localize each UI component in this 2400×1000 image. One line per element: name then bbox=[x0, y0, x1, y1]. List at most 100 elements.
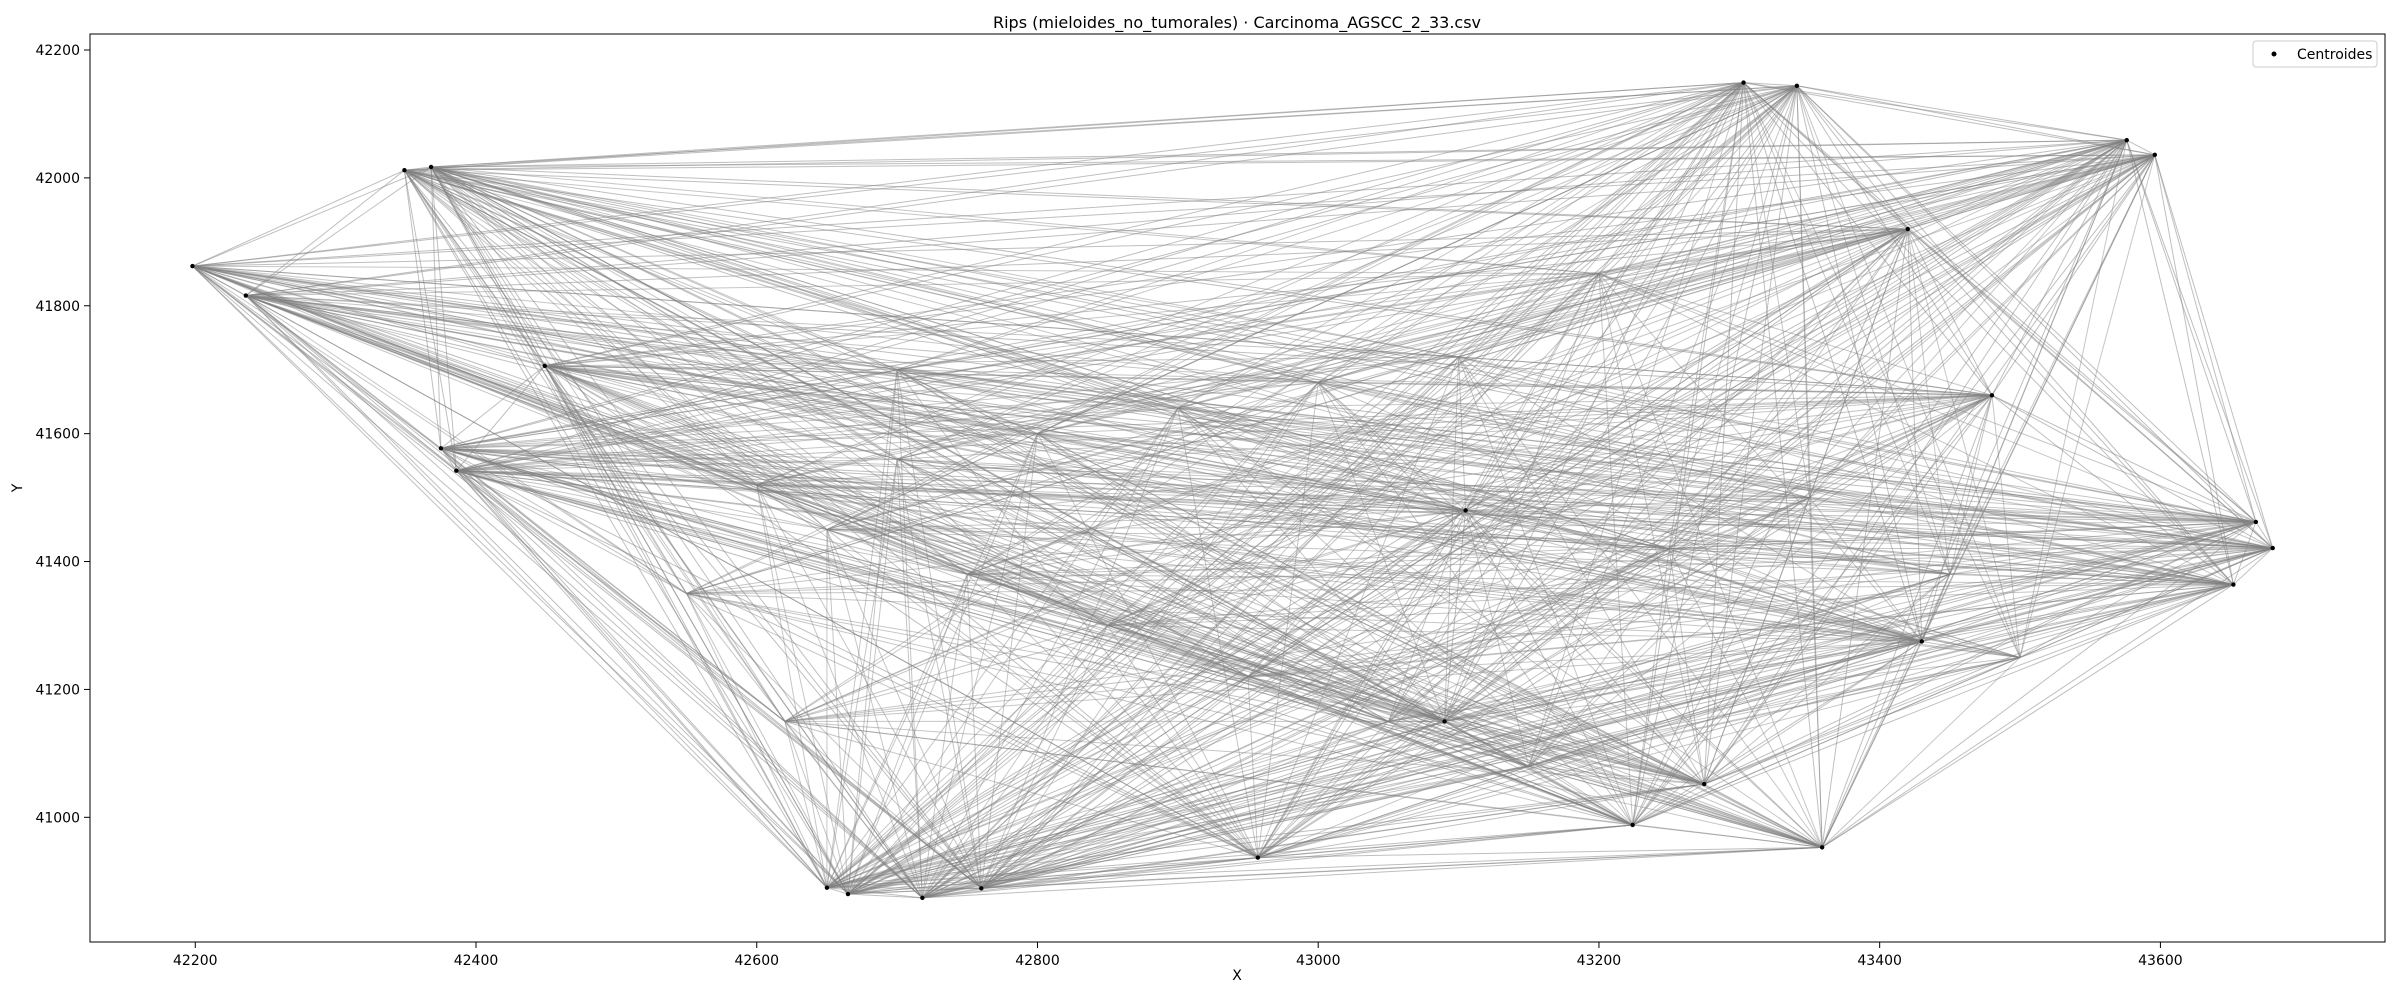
rips-edge bbox=[456, 407, 1178, 472]
rips-edge bbox=[430, 166, 1178, 409]
rips-edge bbox=[967, 509, 1466, 575]
rips-edge bbox=[2232, 521, 2257, 585]
rips-edge bbox=[1387, 85, 1798, 722]
rips-edge bbox=[245, 295, 1922, 642]
rips-edge bbox=[756, 82, 1744, 486]
rips-edge bbox=[404, 169, 1389, 722]
rips-edge bbox=[2255, 521, 2274, 549]
rips-edge bbox=[686, 82, 1744, 594]
rips-edge bbox=[826, 139, 2127, 531]
rips-edge bbox=[192, 85, 1797, 267]
rips-edge bbox=[1668, 82, 1745, 549]
rips-edge bbox=[1743, 82, 2155, 156]
rips-edge bbox=[440, 85, 1797, 449]
rips-edge bbox=[981, 521, 2257, 889]
rips-edge bbox=[1598, 273, 1823, 848]
rips-edge bbox=[686, 593, 1445, 722]
rips-edge bbox=[1632, 584, 2234, 826]
rips-edge bbox=[430, 166, 687, 594]
rips-edge bbox=[922, 228, 1909, 899]
centroid-point bbox=[2152, 152, 2157, 158]
rips-edge bbox=[440, 447, 898, 460]
rips-edge bbox=[544, 365, 1319, 383]
rips-edge bbox=[897, 458, 2256, 523]
rips-edge bbox=[440, 447, 923, 899]
rips-edge bbox=[404, 154, 2155, 171]
rips-edge bbox=[192, 265, 1038, 435]
rips-edge bbox=[896, 369, 1922, 642]
rips-edge bbox=[404, 169, 1823, 848]
rips-edge bbox=[2233, 547, 2274, 585]
rips-edge bbox=[1444, 85, 1798, 722]
rips-edge bbox=[430, 166, 1259, 858]
rips-edge bbox=[404, 169, 828, 530]
rips-edge bbox=[1668, 85, 1798, 549]
rips-edge bbox=[686, 85, 1798, 594]
rips-edge bbox=[1107, 82, 1744, 626]
rips-edge bbox=[1037, 154, 2155, 435]
rips-edge bbox=[192, 265, 442, 449]
rips-edge bbox=[1107, 509, 1466, 626]
rips-edge bbox=[404, 169, 1922, 642]
rips-edge bbox=[847, 521, 2256, 895]
rips-edge bbox=[847, 85, 1798, 895]
rips-edge bbox=[1177, 407, 1922, 642]
rips-edge bbox=[440, 447, 1445, 722]
rips-edge bbox=[1598, 273, 1923, 642]
rips-edge bbox=[1247, 394, 1993, 678]
rips-edge bbox=[404, 169, 1810, 499]
rips-edge bbox=[544, 365, 828, 888]
rips-edge bbox=[440, 447, 1633, 826]
rips-edge bbox=[1821, 395, 1993, 848]
rips-edge bbox=[784, 394, 1993, 722]
rips-edge bbox=[896, 459, 982, 889]
rips-edge bbox=[826, 529, 1633, 826]
rips-edge bbox=[922, 547, 2273, 899]
rips-edge bbox=[404, 169, 1529, 767]
rips-edge bbox=[1465, 509, 1670, 550]
rips-edge bbox=[1598, 273, 2234, 586]
rips-edge bbox=[922, 356, 1459, 899]
rips-edge bbox=[686, 228, 1908, 594]
rips-edge bbox=[544, 365, 828, 530]
rips-edge bbox=[784, 521, 2256, 722]
centroid-point bbox=[1702, 781, 1707, 787]
rips-edge bbox=[784, 584, 2234, 722]
rips-edge bbox=[440, 433, 1038, 449]
rips-edge bbox=[896, 369, 1823, 848]
rips-edge bbox=[192, 265, 1459, 358]
rips-edge bbox=[1444, 273, 1600, 722]
rips-edge bbox=[897, 458, 2234, 586]
rips-edge bbox=[981, 676, 1249, 889]
rips-edge bbox=[756, 484, 2234, 586]
rips-edge bbox=[826, 356, 1459, 889]
rips-edge bbox=[1921, 574, 1951, 642]
rips-edge bbox=[1528, 85, 1798, 767]
rips-edge bbox=[1528, 584, 2234, 767]
rips-edge bbox=[896, 459, 923, 898]
rips-edge bbox=[2019, 154, 2156, 658]
rips-edge bbox=[456, 470, 968, 575]
rips-edge bbox=[192, 265, 2021, 658]
rips-edge bbox=[456, 470, 1389, 722]
rips-edge bbox=[967, 521, 2256, 575]
rips-edge bbox=[896, 369, 1259, 858]
rips-edge bbox=[1668, 548, 1705, 785]
rips-edge bbox=[896, 139, 2127, 460]
rips-edge bbox=[1107, 154, 2156, 626]
rips-edge bbox=[1743, 82, 1909, 230]
rips-edge bbox=[1528, 394, 1993, 767]
rips-edge bbox=[544, 365, 1249, 678]
rips-edge bbox=[1465, 139, 2127, 511]
rips-edge bbox=[1796, 85, 1951, 575]
rips-edge bbox=[1317, 382, 1466, 511]
centroid-point bbox=[920, 895, 925, 901]
rips-edge bbox=[1632, 521, 2257, 826]
rips-edge bbox=[1921, 547, 2273, 642]
rips-edge bbox=[1921, 395, 1993, 642]
rips-edge bbox=[1177, 407, 1823, 848]
rips-edge bbox=[1949, 547, 2273, 575]
rips-edge bbox=[1668, 228, 1909, 550]
rips-edge bbox=[440, 369, 898, 449]
rips-edge bbox=[404, 169, 2256, 523]
